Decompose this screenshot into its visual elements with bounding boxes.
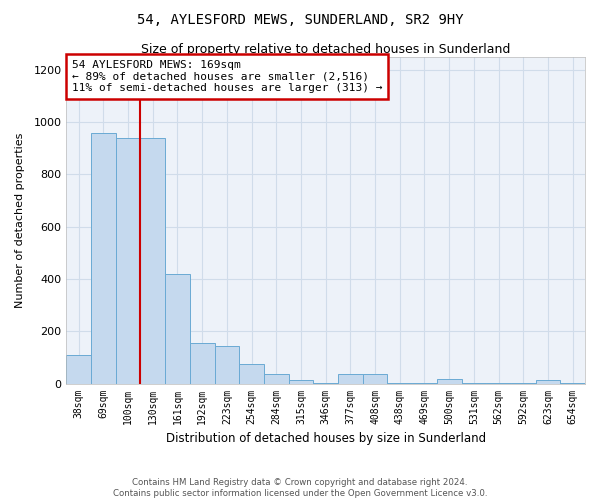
- Bar: [511, 383, 536, 384]
- Bar: [116, 138, 140, 384]
- Bar: [313, 383, 338, 384]
- Bar: [338, 374, 363, 384]
- Title: Size of property relative to detached houses in Sunderland: Size of property relative to detached ho…: [141, 42, 511, 56]
- Bar: [461, 383, 486, 384]
- Text: 54 AYLESFORD MEWS: 169sqm
← 89% of detached houses are smaller (2,516)
11% of se: 54 AYLESFORD MEWS: 169sqm ← 89% of detac…: [71, 60, 382, 93]
- Text: Contains HM Land Registry data © Crown copyright and database right 2024.
Contai: Contains HM Land Registry data © Crown c…: [113, 478, 487, 498]
- Bar: [239, 364, 264, 384]
- Bar: [264, 374, 289, 384]
- Bar: [289, 380, 313, 384]
- Bar: [437, 379, 461, 384]
- Bar: [388, 383, 412, 384]
- Y-axis label: Number of detached properties: Number of detached properties: [15, 132, 25, 308]
- Bar: [190, 343, 215, 384]
- Text: 54, AYLESFORD MEWS, SUNDERLAND, SR2 9HY: 54, AYLESFORD MEWS, SUNDERLAND, SR2 9HY: [137, 12, 463, 26]
- Bar: [486, 383, 511, 384]
- Bar: [560, 383, 585, 384]
- Bar: [91, 132, 116, 384]
- Bar: [140, 138, 165, 384]
- Bar: [165, 274, 190, 384]
- Bar: [363, 374, 388, 384]
- Bar: [215, 346, 239, 384]
- Bar: [536, 380, 560, 384]
- X-axis label: Distribution of detached houses by size in Sunderland: Distribution of detached houses by size …: [166, 432, 486, 445]
- Bar: [412, 383, 437, 384]
- Bar: [67, 355, 91, 384]
